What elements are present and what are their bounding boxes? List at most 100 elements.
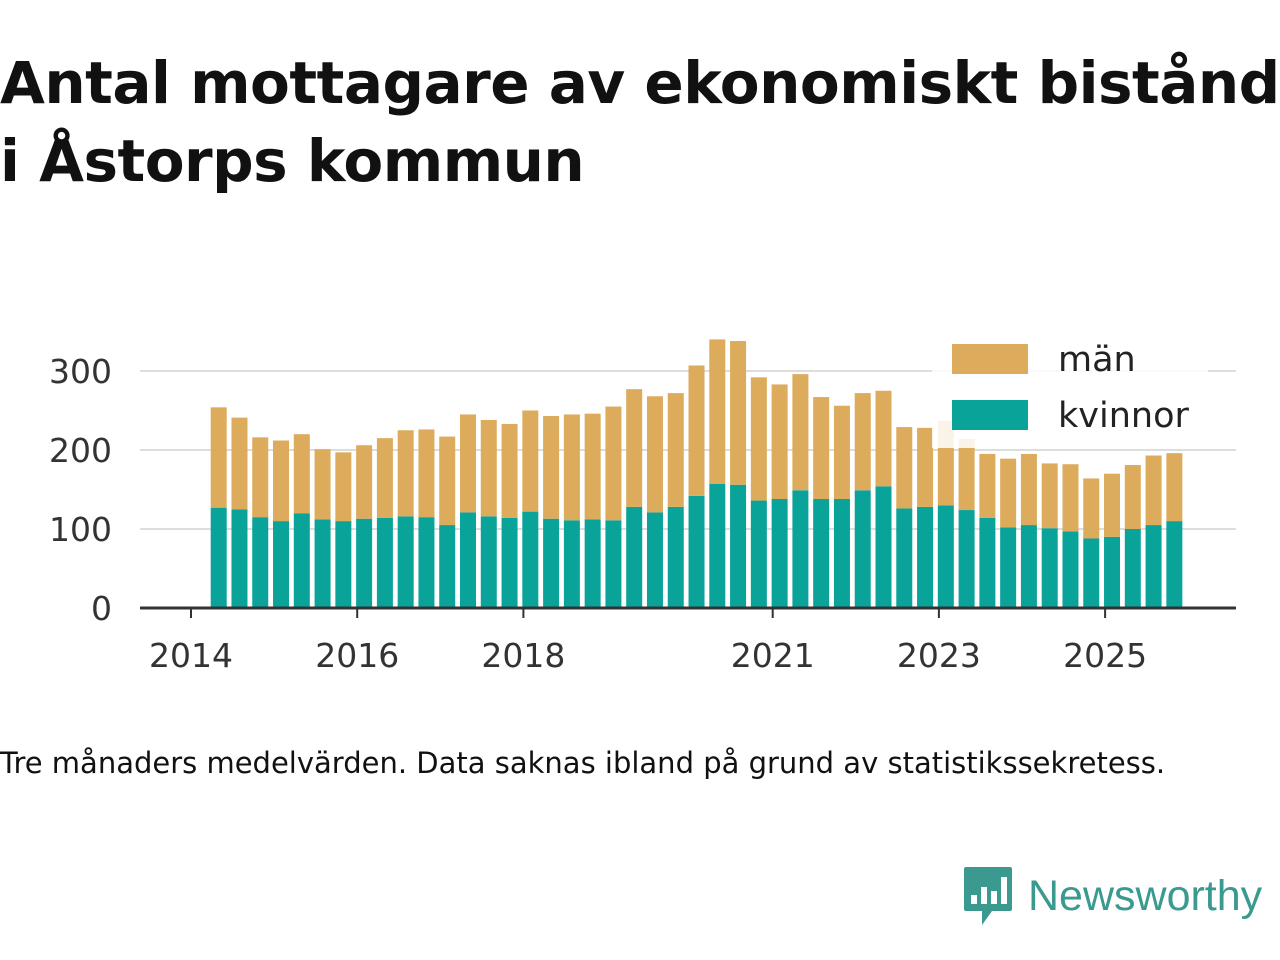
legend-label: män <box>1058 340 1136 380</box>
bar-man <box>1083 478 1100 539</box>
axes: 0 100 200 300 2014 2016 2018 2021 2023 2025 <box>49 352 1236 675</box>
bar-man <box>854 393 871 491</box>
bar-man <box>1166 453 1183 522</box>
bar-kvinnor <box>501 517 518 608</box>
bar-man <box>522 410 539 512</box>
bar-man <box>646 396 663 513</box>
bar-kvinnor <box>1104 536 1121 608</box>
x-tick-label: 2023 <box>897 636 981 675</box>
legend-swatch <box>952 344 1028 374</box>
legend: män kvinnor <box>932 336 1208 448</box>
chart-title-line-1: Antal mottagare av ekonomiskt bistånd <box>0 49 1280 117</box>
x-tick-label: 2021 <box>731 636 815 675</box>
bar-man <box>563 414 580 521</box>
x-tick-label: 2018 <box>481 636 565 675</box>
bar-kvinnor <box>376 517 393 608</box>
legend-label: kvinnor <box>1058 396 1189 436</box>
bar-kvinnor <box>813 498 830 608</box>
bar-kvinnor <box>958 510 975 608</box>
bar-kvinnor <box>875 486 892 608</box>
bar-man <box>543 416 560 519</box>
bar-kvinnor <box>646 512 663 608</box>
bar-kvinnor <box>480 516 497 608</box>
bar-kvinnor <box>335 521 352 608</box>
bar-man <box>1000 458 1017 528</box>
bar-man <box>252 437 269 518</box>
bar-kvinnor <box>563 520 580 608</box>
bar-kvinnor <box>231 509 248 608</box>
bar-man <box>1104 473 1121 537</box>
bar-man <box>688 365 705 496</box>
bar-kvinnor <box>667 506 684 608</box>
y-tick-label: 200 <box>49 431 112 470</box>
bar-man <box>1145 455 1162 526</box>
chart-title-line-2: i Åstorps kommun <box>0 127 585 195</box>
bar-kvinnor <box>917 506 934 608</box>
bar-kvinnor <box>854 490 871 608</box>
legend-swatch <box>952 400 1028 430</box>
bar-kvinnor <box>397 516 414 608</box>
newsworthy-logo-icon <box>964 867 1012 925</box>
bar-man <box>356 445 373 519</box>
bar-man <box>1062 464 1079 532</box>
bar-man <box>979 453 996 518</box>
bar-kvinnor <box>1020 525 1037 608</box>
bar-man <box>792 374 809 491</box>
bar-man <box>709 339 726 484</box>
bar-kvinnor <box>937 505 954 608</box>
bar-kvinnor <box>626 506 643 608</box>
bar-kvinnor <box>314 519 331 608</box>
bar-kvinnor <box>771 498 788 608</box>
y-tick-label: 0 <box>91 589 112 628</box>
bar-kvinnor <box>1000 527 1017 608</box>
bar-kvinnor <box>1145 525 1162 608</box>
bar-kvinnor <box>730 484 747 608</box>
chart-caption: Tre månaders medelvärden. Data saknas ib… <box>0 746 1166 780</box>
bar-kvinnor <box>356 518 373 608</box>
bar-man <box>750 377 767 501</box>
bar-kvinnor <box>543 518 560 608</box>
bar-man <box>480 419 497 517</box>
bar-man <box>293 434 310 514</box>
bar-kvinnor <box>418 517 435 608</box>
bar-man <box>231 417 248 510</box>
bar-kvinnor <box>1083 538 1100 608</box>
bar-man <box>605 406 622 521</box>
bars <box>210 339 1183 608</box>
chart-title: Antal mottagare av ekonomiskt bistånd i … <box>0 44 1280 200</box>
bar-man <box>1020 453 1037 526</box>
bar-man <box>314 449 331 520</box>
bar-kvinnor <box>252 517 269 608</box>
bar-kvinnor <box>792 490 809 608</box>
stacked-bar-chart: 0 100 200 300 2014 2016 2018 2021 2023 2025 män kv… <box>49 336 1236 675</box>
bar-kvinnor <box>460 512 476 608</box>
bar-man <box>833 405 850 499</box>
brand[interactable]: Newsworthy <box>962 864 1262 928</box>
bar-man <box>273 440 290 522</box>
x-tick-label: 2025 <box>1063 636 1147 675</box>
brand-name: Newsworthy <box>1028 871 1263 920</box>
bar-kvinnor <box>1041 528 1058 608</box>
bar-kvinnor <box>210 507 227 608</box>
bar-kvinnor <box>833 498 850 608</box>
bar-man <box>917 427 934 507</box>
bar-kvinnor <box>584 519 601 608</box>
bar-man <box>210 407 227 508</box>
bar-man <box>460 414 476 513</box>
bar-man <box>875 390 892 487</box>
bar-man <box>1124 465 1141 529</box>
bar-man <box>896 427 913 509</box>
bar-kvinnor <box>750 500 767 608</box>
bar-kvinnor <box>688 495 705 608</box>
bar-kvinnor <box>293 513 310 608</box>
bar-man <box>813 397 830 499</box>
x-tick-label: 2014 <box>149 636 233 675</box>
bar-man <box>584 413 601 520</box>
bar-man <box>335 452 352 522</box>
bar-kvinnor <box>896 508 913 608</box>
bar-kvinnor <box>605 520 622 608</box>
bar-kvinnor <box>439 525 456 608</box>
bar-man <box>439 436 456 526</box>
y-tick-label: 100 <box>49 510 112 549</box>
bar-man <box>730 340 747 485</box>
